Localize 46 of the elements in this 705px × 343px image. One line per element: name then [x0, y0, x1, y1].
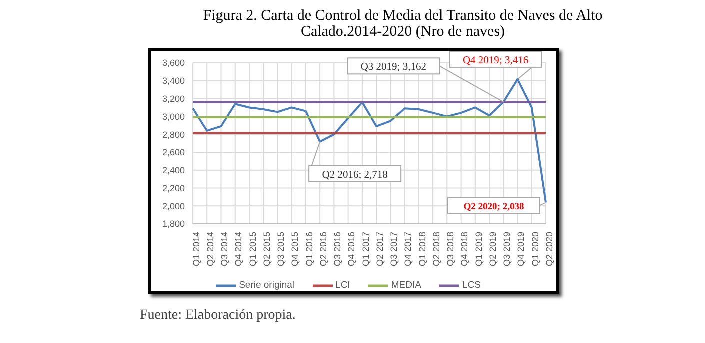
x-tick-label: Q2 2018 — [431, 232, 442, 267]
x-tick-label: Q1 2020 — [530, 232, 540, 267]
chart-title: Figura 2. Carta de Control de Media del Transito de Naves de Alto Calado.2014-2020 (Nro de naves) — [202, 8, 604, 40]
x-tick-label: Q3 2015 — [276, 232, 286, 267]
x-tick-label: Q2 2015 — [262, 232, 272, 267]
x-tick-label: Q3 2018 — [446, 232, 456, 267]
annotation: Q2 2016; 2,718 — [322, 170, 388, 181]
x-tick-label: Q4 2017 — [403, 232, 414, 267]
y-tick-label: 2,000 — [162, 201, 185, 212]
x-tick-label: Q4 2018 — [460, 232, 470, 267]
x-tick-label: Q1 2014 — [191, 232, 202, 267]
y-tick-label: 3,400 — [162, 76, 185, 86]
x-tick-label: Q1 2016 — [304, 232, 314, 267]
legend-label: Serie original — [238, 280, 295, 291]
x-tick-label: Q2 2016 — [318, 232, 328, 267]
y-tick-label: 3,200 — [162, 94, 185, 104]
x-tick-label: Q1 2017 — [360, 232, 371, 267]
legend-label: MEDIA — [390, 280, 422, 291]
x-tick-label: Q3 2016 — [332, 232, 343, 267]
x-tick-label: Q2 2017 — [374, 232, 385, 267]
y-tick-label: 3,000 — [162, 112, 185, 122]
y-tick-label: 3,600 — [162, 58, 185, 68]
x-tick-label: Q4 2015 — [290, 232, 300, 267]
y-tick-label: 2,400 — [162, 166, 185, 176]
x-tick-label: Q4 2014 — [234, 232, 244, 267]
y-tick-label: 2,600 — [162, 148, 185, 158]
y-tick-label: 1,800 — [162, 219, 185, 230]
x-tick-label: Q2 2020 — [544, 232, 554, 267]
x-tick-label: Q4 2019 — [516, 232, 526, 267]
annotation: Q2 2020; 2,038 — [464, 202, 524, 213]
x-tick-label: Q4 2016 — [346, 232, 357, 267]
legend-label: LCS — [461, 280, 481, 291]
x-tick-label: Q2 2019 — [488, 232, 498, 267]
x-tick-label: Q1 2015 — [248, 232, 258, 267]
x-tick-label: Q1 2019 — [474, 232, 484, 267]
x-tick-label: Q3 2014 — [220, 232, 230, 267]
annotation: Q3 2019; 3,162 — [360, 62, 426, 74]
x-tick-label: Q2 2014 — [206, 232, 216, 267]
source-note: Fuente: Elaboración propia. — [140, 308, 296, 324]
legend-label: LCI — [334, 280, 350, 291]
annotation: Q4 2019; 3,416 — [462, 55, 529, 66]
y-tick-label: 2,800 — [162, 130, 185, 140]
x-tick-label: Q3 2019 — [502, 232, 512, 267]
x-tick-label: Q3 2017 — [389, 232, 400, 267]
y-tick-label: 2,200 — [162, 183, 185, 194]
x-tick-label: Q1 2018 — [417, 232, 428, 267]
